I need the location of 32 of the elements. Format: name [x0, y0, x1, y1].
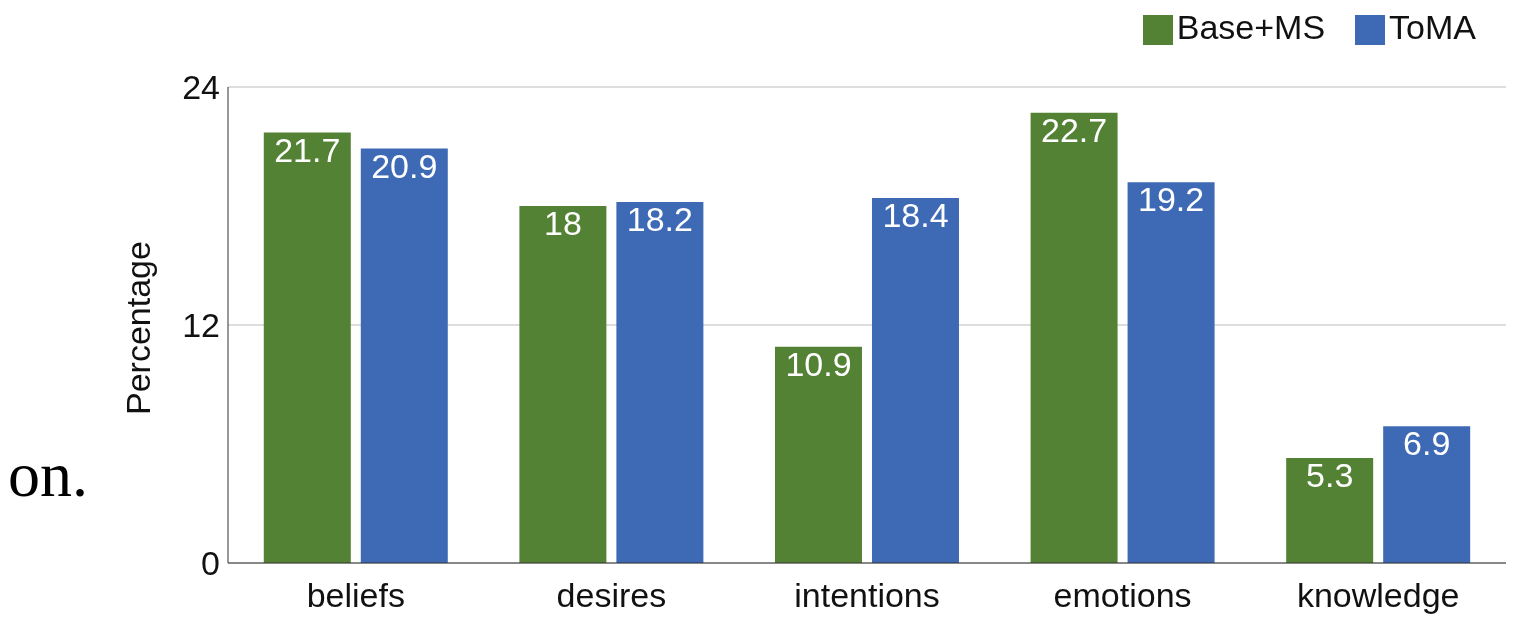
data-label: 18.4: [882, 196, 949, 235]
data-label: 18: [543, 204, 582, 243]
bar: [263, 132, 351, 563]
data-label: 20.9: [371, 146, 438, 185]
bar: [360, 148, 448, 563]
data-label: 5.3: [1306, 456, 1354, 495]
y-tick-label: 0: [201, 544, 220, 583]
bar: [774, 346, 862, 563]
bar: [1383, 426, 1471, 563]
x-tick-label: beliefs: [306, 576, 405, 615]
legend-label: ToMA: [1389, 8, 1476, 46]
data-label: 21.7: [274, 130, 341, 169]
y-tick-label: 12: [182, 306, 220, 345]
bar: [1127, 182, 1215, 563]
data-label: 19.2: [1137, 180, 1205, 219]
legend-label: Base+MS: [1176, 8, 1326, 46]
x-tick-label: intentions: [794, 576, 940, 615]
bar: [871, 198, 959, 563]
x-tick-label: desires: [556, 576, 667, 615]
bar: [616, 202, 704, 563]
bar: [1030, 112, 1118, 563]
x-tick-label: knowledge: [1296, 576, 1460, 615]
x-tick-label: emotions: [1053, 576, 1192, 615]
y-axis-title: Percentage: [119, 241, 158, 415]
data-label: 10.9: [785, 344, 852, 383]
bar: [519, 206, 607, 563]
text: on.: [8, 438, 88, 512]
data-label: 22.7: [1040, 110, 1108, 149]
data-label: 6.9: [1403, 424, 1451, 463]
data-label: 18.2: [626, 200, 693, 239]
y-tick-label: 24: [182, 68, 220, 107]
bar: [1286, 457, 1374, 563]
